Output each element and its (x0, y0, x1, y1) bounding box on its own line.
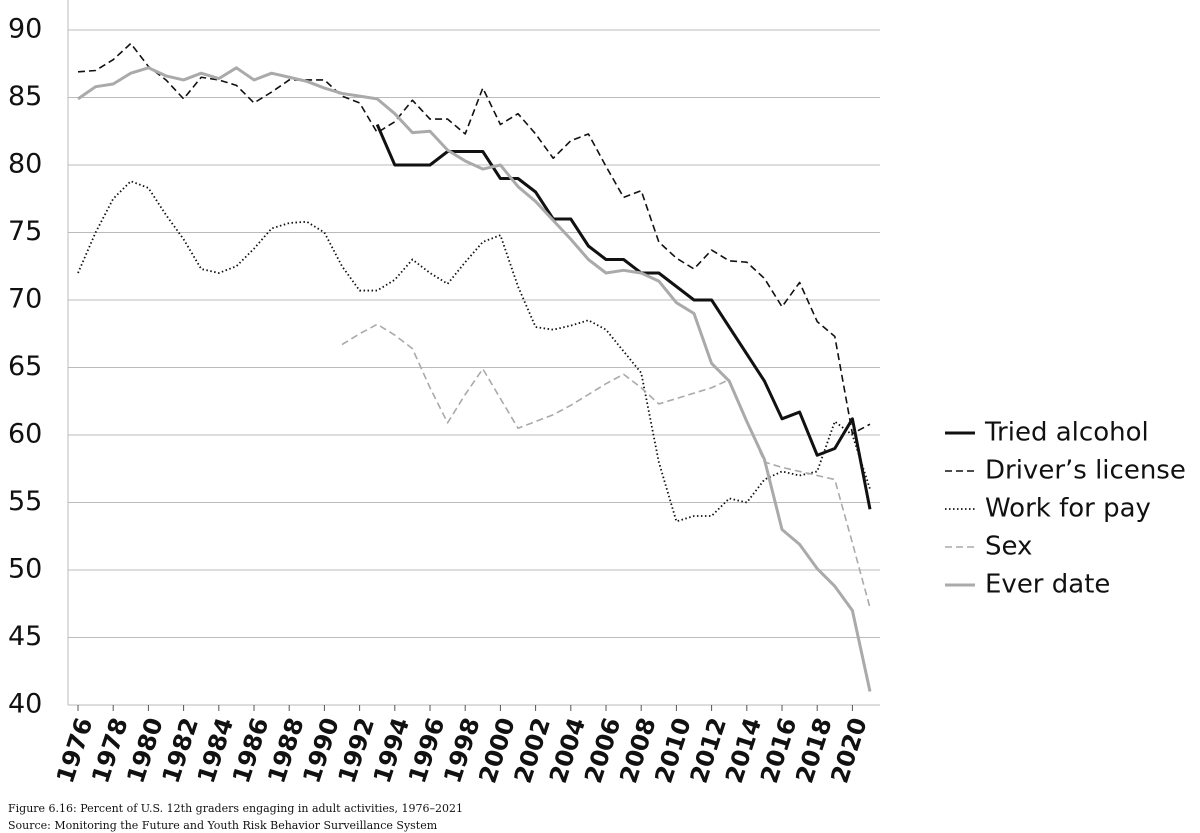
series-line (77, 66, 872, 692)
y-tick-label: 40 (8, 689, 42, 720)
y-tick-label: 90 (8, 14, 42, 45)
legend-label: Work for pay (985, 494, 1151, 524)
series-line (77, 42, 871, 435)
y-tick-label: 80 (8, 149, 42, 180)
legend-label: Driver’s license (985, 456, 1186, 486)
caption: Figure 6.16: Percent of U.S. 12th grader… (8, 802, 463, 815)
series-line (375, 123, 872, 510)
legend-label: Sex (985, 532, 1032, 562)
y-tick-label: 55 (8, 486, 42, 517)
y-tick-label: 45 (8, 621, 42, 652)
y-tick-label: 65 (8, 351, 42, 382)
y-tick-label: 60 (8, 419, 42, 450)
series-line (77, 180, 871, 523)
source: Source: Monitoring the Future and Youth … (8, 819, 438, 832)
y-tick-label: 85 (8, 81, 42, 112)
legend-label: Tried alcohol (984, 418, 1149, 448)
series-line (341, 323, 871, 609)
legend-label: Ever date (985, 570, 1110, 600)
y-tick-label: 50 (8, 554, 42, 585)
y-tick-label: 75 (8, 216, 42, 247)
y-tick-label: 70 (8, 284, 42, 315)
